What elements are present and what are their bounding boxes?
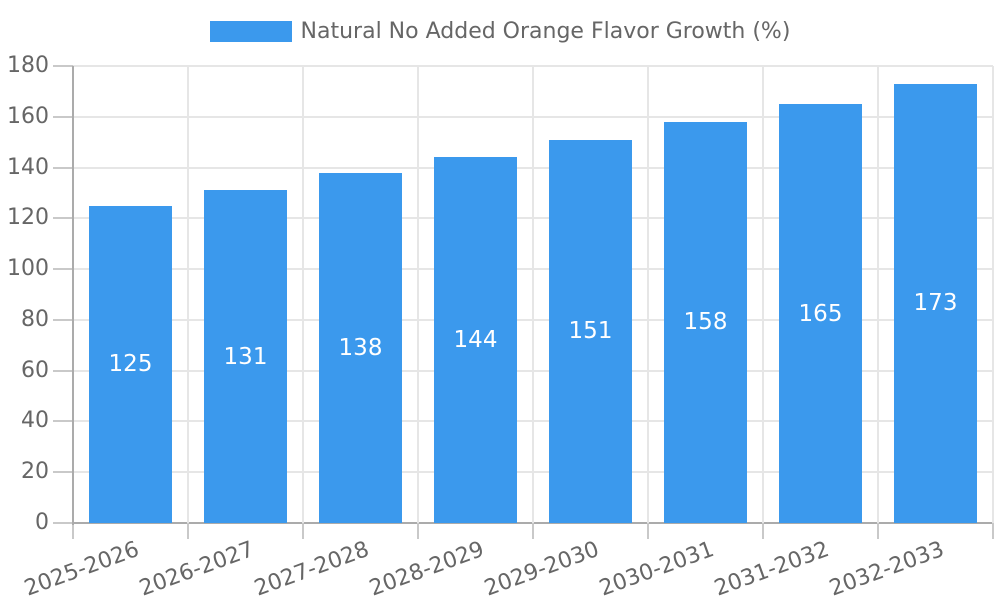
y-tick-label: 0 (35, 510, 49, 535)
y-axis-tick (53, 65, 73, 67)
x-axis-tick (302, 523, 304, 539)
bar[interactable] (894, 83, 977, 523)
y-tick-label: 60 (21, 357, 49, 383)
x-axis-tick (762, 523, 764, 539)
y-tick-label: 180 (7, 53, 49, 78)
gridline-vertical (532, 66, 534, 523)
y-tick-label: 20 (21, 459, 49, 485)
x-tick-label: 2031-2032 (710, 537, 833, 600)
bar[interactable] (89, 205, 172, 523)
x-tick-label: 2027-2028 (250, 537, 373, 600)
y-axis-tick (53, 268, 73, 271)
y-tick-label: 120 (7, 205, 49, 231)
bar[interactable] (549, 139, 632, 523)
x-axis-tick (187, 523, 189, 539)
y-axis-tick (53, 522, 73, 524)
y-axis-tick (53, 318, 73, 321)
y-axis-tick (53, 369, 73, 372)
gridline-vertical (302, 66, 304, 523)
x-axis-tick (992, 523, 994, 539)
gridline-vertical (187, 66, 189, 523)
y-axis-tick (53, 471, 73, 474)
y-axis-tick (53, 115, 73, 118)
bar[interactable] (204, 190, 287, 523)
bar-value-label: 165 (798, 300, 843, 327)
y-axis-tick (53, 217, 73, 220)
y-axis-tick (53, 166, 73, 169)
bar-value-label: 138 (338, 334, 383, 361)
bar[interactable] (664, 121, 747, 523)
legend-label: Natural No Added Orange Flavor Growth (%… (300, 19, 791, 44)
x-tick-label: 2030-2031 (595, 537, 718, 600)
x-axis-tick (532, 523, 534, 539)
bar-value-label: 131 (223, 343, 268, 370)
x-tick-label: 2026-2027 (135, 537, 258, 600)
gridline-vertical (992, 66, 994, 523)
bar[interactable] (434, 157, 517, 523)
y-tick-label: 140 (7, 154, 49, 180)
bar-value-label: 173 (913, 290, 958, 317)
legend-swatch (209, 21, 292, 42)
y-axis-line (72, 66, 74, 525)
gridline-vertical (647, 66, 649, 523)
legend[interactable]: Natural No Added Orange Flavor Growth (%… (0, 19, 1000, 44)
bar-value-label: 144 (453, 327, 498, 354)
x-axis-tick (72, 523, 74, 539)
x-axis-tick (647, 523, 649, 539)
bar-value-label: 158 (683, 309, 728, 336)
gridline-vertical (417, 66, 419, 523)
y-tick-label: 80 (21, 306, 49, 332)
x-axis-tick (877, 523, 879, 539)
x-axis-tick (417, 523, 419, 539)
x-tick-label: 2029-2030 (480, 537, 603, 600)
x-tick-label: 2032-2033 (825, 537, 948, 600)
gridline-vertical (877, 66, 879, 523)
bar[interactable] (319, 172, 402, 523)
y-tick-label: 160 (7, 103, 49, 129)
bar-value-label: 125 (108, 351, 153, 378)
y-tick-label: 40 (21, 408, 49, 434)
x-tick-label: 2025-2026 (20, 537, 143, 600)
bar-value-label: 151 (568, 318, 613, 345)
bar[interactable] (779, 104, 862, 523)
y-axis-tick (53, 420, 73, 423)
gridline-vertical (762, 66, 764, 523)
y-tick-label: 100 (7, 256, 49, 282)
x-tick-label: 2028-2029 (365, 537, 488, 600)
